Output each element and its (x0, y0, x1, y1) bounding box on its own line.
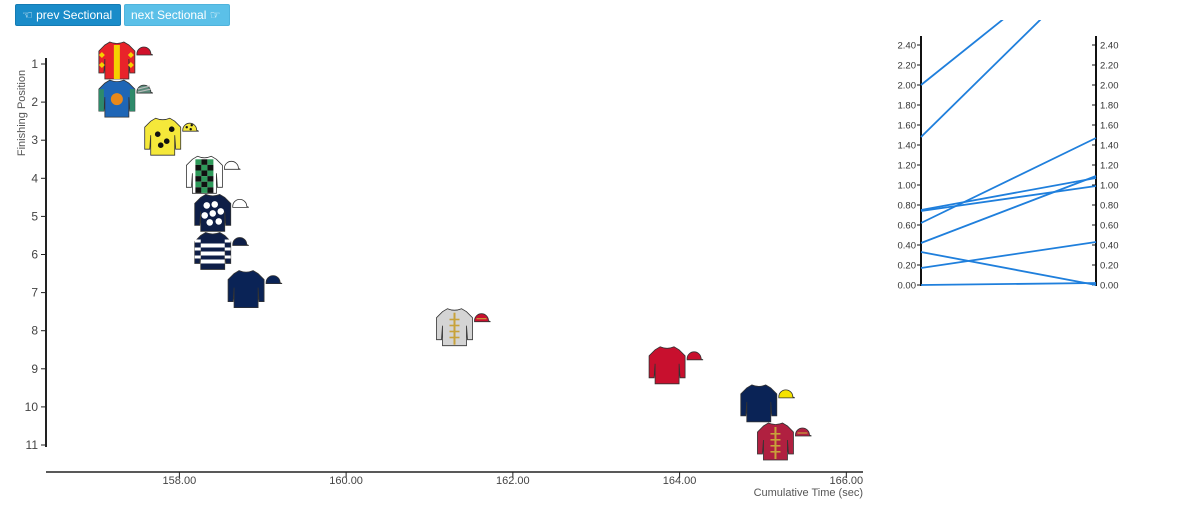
left-tick-label: 0.00 (898, 281, 917, 292)
left-tick-label: 1.40 (898, 141, 917, 152)
cap-icon (182, 122, 199, 132)
x-tick-label: 160.00 (329, 475, 363, 487)
parallel-lines (920, 20, 1097, 286)
y-tick-label: 7 (31, 286, 38, 300)
jockey-silks-icon (757, 422, 812, 461)
jockey-silks-icon (227, 270, 283, 309)
sectional-line (920, 175, 1097, 244)
cap-icon (474, 313, 491, 323)
jockey-silks-icon (185, 155, 241, 194)
silks-markers (98, 41, 812, 461)
left-tick-label: 2.00 (898, 81, 917, 92)
cap-icon (686, 351, 704, 361)
y-tick-label: 5 (31, 209, 38, 223)
cap-icon (265, 275, 283, 285)
y-tick-label: 4 (31, 171, 38, 185)
left-tick-label: 0.60 (898, 221, 917, 232)
left-tick-label: 0.20 (898, 261, 917, 272)
right-tick-label: 0.00 (1100, 281, 1119, 292)
sectional-line (920, 251, 1097, 286)
left-tick-label: 0.80 (898, 201, 917, 212)
right-tick-label: 2.40 (1100, 41, 1119, 52)
finishing-position-chart: 1 2 3 4 5 6 7 8 9 10 11 158.00 160.00 162.00 164.00 166… (16, 41, 864, 499)
left-tick-label: 1.20 (898, 161, 917, 172)
jockey-silks-icon (144, 117, 199, 156)
left-tick-label: 2.40 (898, 41, 917, 52)
cap-icon (795, 427, 812, 437)
right-tick-label: 1.80 (1100, 101, 1119, 112)
jockey-silks-icon (648, 346, 704, 385)
left-tick-label: 1.80 (898, 101, 917, 112)
sectional-line (920, 20, 1042, 138)
y-tick-label: 1 (31, 57, 38, 71)
cap-icon (136, 46, 154, 56)
sectional-line (920, 137, 1097, 224)
next-sectional-button[interactable]: next Sectional ☞ (124, 4, 230, 26)
jockey-silks-icon (194, 232, 249, 270)
hand-pointing-right-icon: ☞ (209, 8, 221, 22)
x-tick-label: 166.00 (829, 475, 863, 487)
jockey-silks-icon (436, 308, 491, 347)
right-tick-label: 0.40 (1100, 241, 1119, 252)
jockey-silks-icon (740, 384, 795, 423)
y-tick-label: 10 (25, 400, 39, 414)
right-tick-label: 1.60 (1100, 121, 1119, 132)
next-sectional-label: next Sectional (131, 8, 207, 22)
y-axis-label: Finishing Position (16, 70, 28, 156)
right-tick-label: 1.20 (1100, 161, 1119, 172)
cap-icon (232, 199, 249, 208)
prev-sectional-label: prev Sectional (36, 8, 113, 22)
jockey-silks-icon (194, 193, 249, 232)
chart-axes: 1 2 3 4 5 6 7 8 9 10 11 158.00 160.00 162.00 164.00 166… (25, 57, 864, 487)
right-tick-label: 0.80 (1100, 201, 1119, 212)
sectional-parallel-chart: 2.40 2.20 2.00 1.80 1.60 1.40 1.20 1.00 0.80 0.60… (898, 20, 1119, 292)
x-tick-label: 158.00 (163, 475, 197, 487)
right-tick-label: 0.60 (1100, 221, 1119, 232)
right-tick-label: 2.00 (1100, 81, 1119, 92)
right-tick-label: 1.40 (1100, 141, 1119, 152)
right-tick-label: 2.20 (1100, 61, 1119, 72)
y-tick-label: 8 (31, 324, 38, 338)
y-tick-label: 6 (31, 248, 38, 262)
y-tick-label: 2 (31, 95, 38, 109)
sectional-line (920, 177, 1097, 211)
y-tick-label: 3 (31, 133, 38, 147)
sectional-line (920, 185, 1097, 212)
left-tick-label: 0.40 (898, 241, 917, 252)
left-tick-label: 2.20 (898, 61, 917, 72)
parallel-axes: 2.40 2.20 2.00 1.80 1.60 1.40 1.20 1.00 0.80 0.60… (898, 36, 1119, 292)
y-tick-label: 11 (26, 438, 39, 452)
jockey-silks-icon (98, 79, 154, 118)
sectional-line (920, 20, 1004, 86)
prev-sectional-button[interactable]: ☜ prev Sectional (15, 4, 121, 26)
x-tick-label: 164.00 (663, 475, 697, 487)
right-tick-label: 0.20 (1100, 261, 1119, 272)
right-tick-label: 1.00 (1100, 181, 1119, 192)
sectional-line (920, 241, 1097, 269)
left-tick-label: 1.00 (898, 181, 917, 192)
hand-pointing-left-icon: ☜ (22, 8, 33, 22)
x-tick-label: 162.00 (496, 475, 530, 487)
left-tick-label: 1.60 (898, 121, 917, 132)
cap-icon (136, 84, 154, 94)
y-tick-label: 9 (31, 362, 38, 376)
cap-icon (223, 160, 241, 170)
sectional-line (920, 282, 1097, 286)
cap-icon (232, 237, 249, 246)
x-axis-label: Cumulative Time (sec) (754, 487, 863, 499)
jockey-silks-icon (98, 41, 154, 80)
cap-icon (778, 389, 795, 399)
